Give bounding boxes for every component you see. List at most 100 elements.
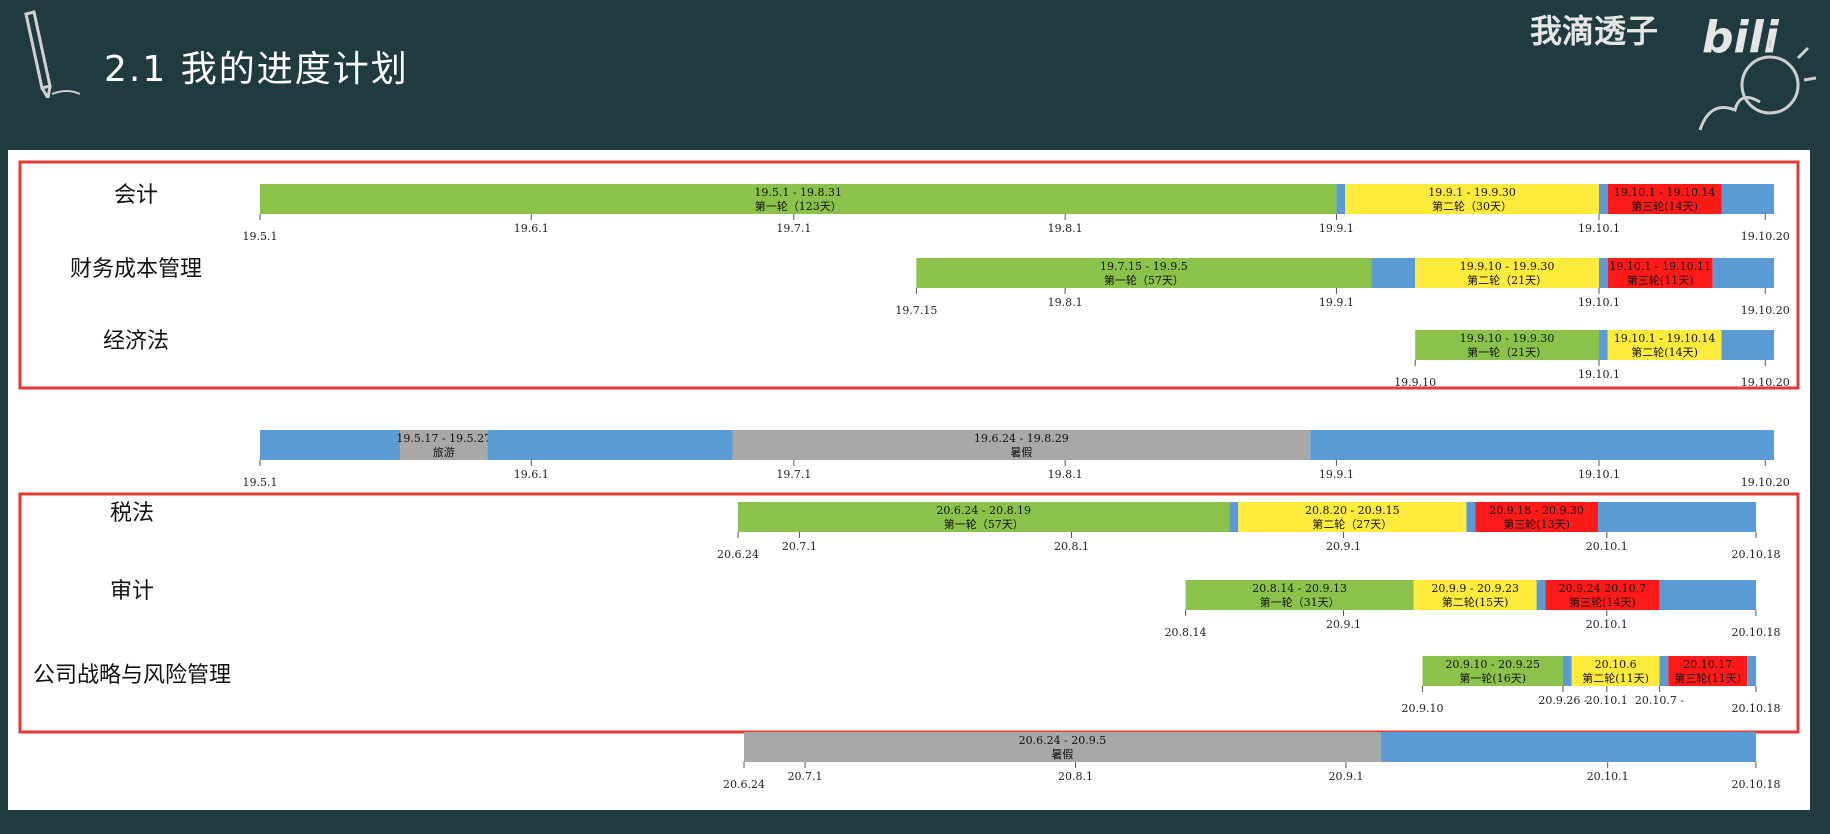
bar-label-0-0-2: 19.9.1 - 19.9.30 bbox=[1428, 186, 1516, 199]
axis-tick-label-2-2-4: 20.10.18 bbox=[1732, 702, 1781, 715]
bar-label-0-1-0: 19.7.15 - 19.9.5 bbox=[1100, 260, 1188, 273]
axis-tick-label-2-1-3: 20.10.18 bbox=[1732, 626, 1781, 639]
bar-sublabel-0-1-2: 第二轮（21天） bbox=[1467, 273, 1547, 287]
bar-label-0-2-2: 19.10.1 - 19.10.14 bbox=[1614, 332, 1716, 345]
axis-tick-label-3-0-3: 20.9.1 bbox=[1328, 770, 1363, 783]
axis-tick-label-2-1-2: 20.10.1 bbox=[1586, 618, 1628, 631]
row-label-2-0: 税法 bbox=[110, 501, 154, 526]
bar-segment-2-1-1 bbox=[1413, 580, 1537, 610]
bar-segment-2-0-0 bbox=[738, 502, 1230, 532]
bar-segment-0-2-1 bbox=[1598, 330, 1608, 360]
bar-segment-2-2-2 bbox=[1571, 656, 1660, 686]
bar-segment-0-1-3 bbox=[1598, 258, 1608, 288]
axis-tick-label-0-1-4: 19.10.20 bbox=[1741, 304, 1790, 317]
bar-segment-2-0-3 bbox=[1466, 502, 1476, 532]
axis-tick-label-1-0-1: 19.6.1 bbox=[514, 468, 549, 481]
axis-tick-label-0-1-0: 19.7.15 bbox=[895, 304, 937, 317]
bar-sublabel-2-1-1: 第二轮(15天) bbox=[1442, 595, 1509, 609]
axis-tick-label-0-1-1: 19.8.1 bbox=[1048, 296, 1083, 309]
axis-tick-label-0-0-0: 19.5.1 bbox=[243, 230, 278, 243]
axis-tick-label-2-2-2: 20.10.1 bbox=[1586, 694, 1628, 707]
bar-segment-3-0-1 bbox=[1380, 732, 1756, 762]
page-title: 2.1 我的进度计划 bbox=[104, 49, 409, 90]
bar-sublabel-0-0-4: 第三轮(14天) bbox=[1631, 199, 1698, 213]
axis-tick-label-0-0-1: 19.6.1 bbox=[514, 222, 549, 235]
axis-tick-label-0-0-2: 19.7.1 bbox=[776, 222, 811, 235]
axis-tick-label-1-0-4: 19.9.1 bbox=[1319, 468, 1354, 481]
bar-segment-0-2-2 bbox=[1607, 330, 1722, 360]
bar-sublabel-1-0-1: 旅游 bbox=[433, 445, 455, 459]
bar-segment-2-2-3 bbox=[1659, 656, 1669, 686]
bar-label-2-2-4: 20.10.17 bbox=[1683, 658, 1732, 671]
bar-segment-0-2-3 bbox=[1721, 330, 1774, 360]
bar-segment-0-0-2 bbox=[1345, 184, 1599, 214]
bilibili-logo: bili bbox=[1702, 0, 1830, 81]
bar-sublabel-2-0-0: 第一轮（57天） bbox=[944, 517, 1024, 531]
bar-sublabel-0-0-2: 第二轮（30天） bbox=[1432, 199, 1512, 213]
bar-sublabel-3-0-0: 暑假 bbox=[1051, 747, 1073, 761]
bar-label-2-0-2: 20.8.20 - 20.9.15 bbox=[1305, 504, 1400, 517]
bar-segment-0-0-0 bbox=[260, 184, 1337, 214]
axis-tick-label-0-1-3: 19.10.1 bbox=[1578, 296, 1620, 309]
axis-tick-label-2-1-1: 20.9.1 bbox=[1326, 618, 1361, 631]
bar-segment-1-0-4 bbox=[1310, 430, 1774, 460]
bar-segment-1-0-0 bbox=[260, 430, 401, 460]
bar-segment-2-2-4 bbox=[1668, 656, 1748, 686]
bar-label-0-2-0: 19.9.10 - 19.9.30 bbox=[1460, 332, 1555, 345]
bar-label-2-2-0: 20.9.10 - 20.9.25 bbox=[1445, 658, 1540, 671]
bar-segment-2-0-2 bbox=[1238, 502, 1467, 532]
axis-tick-label-1-0-2: 19.7.1 bbox=[776, 468, 811, 481]
bar-label-2-0-0: 20.6.24 - 20.8.19 bbox=[936, 504, 1031, 517]
group-frame-0 bbox=[18, 160, 1800, 390]
axis-tick-label-0-0-4: 19.9.1 bbox=[1319, 222, 1354, 235]
bar-segment-0-1-2 bbox=[1415, 258, 1599, 288]
bar-sublabel-0-1-0: 第一轮（57天） bbox=[1104, 273, 1184, 287]
bar-segment-0-0-1 bbox=[1336, 184, 1346, 214]
axis-tick-label-0-2-1: 19.10.1 bbox=[1578, 368, 1620, 381]
axis-tick-label-1-0-6: 19.10.20 bbox=[1741, 476, 1790, 489]
axis-tick-label-0-0-3: 19.8.1 bbox=[1048, 222, 1083, 235]
schedule-panel: 会计 19.5.1 - 19.8.31 第一轮（123天） 19.9.1 - 19.9… bbox=[8, 150, 1810, 810]
axis-tick-label-2-1-0: 20.8.14 bbox=[1165, 626, 1207, 639]
bar-sublabel-2-0-2: 第二轮（27天） bbox=[1312, 517, 1392, 531]
bar-sublabel-2-1-3: 第三轮(14天) bbox=[1569, 595, 1636, 609]
bar-label-3-0-0: 20.6.24 - 20.9.5 bbox=[1019, 734, 1107, 747]
bar-segment-1-0-1 bbox=[400, 430, 488, 460]
axis-tick-label-1-0-5: 19.10.1 bbox=[1578, 468, 1620, 481]
bar-sublabel-0-0-0: 第一轮（123天） bbox=[755, 199, 842, 213]
bar-label-0-1-4: 19.10.1 - 19.10.11 bbox=[1609, 260, 1711, 273]
row-label-2-2: 公司战略与风险管理 bbox=[33, 663, 231, 688]
axis-tick-label-0-2-0: 19.9.10 bbox=[1394, 376, 1436, 389]
bar-label-2-2-2: 20.10.6 bbox=[1595, 658, 1637, 671]
axis-tick-label-0-0-5: 19.10.1 bbox=[1578, 222, 1620, 235]
axis-tick-label-2-2-0: 20.9.10 bbox=[1402, 702, 1444, 715]
bar-label-2-1-3: 20.9.24 20.10.7 bbox=[1559, 582, 1646, 595]
bar-sublabel-0-2-2: 第二轮(14天) bbox=[1631, 345, 1698, 359]
bar-sublabel-1-0-3: 暑假 bbox=[1010, 445, 1032, 459]
watermark-text: 我滴透子 bbox=[1530, 12, 1659, 50]
axis-tick-label-1-0-3: 19.8.1 bbox=[1048, 468, 1083, 481]
bar-sublabel-2-2-0: 第一轮(16天) bbox=[1459, 671, 1526, 685]
bar-segment-0-0-5 bbox=[1721, 184, 1774, 214]
bar-sublabel-0-2-0: 第一轮（21天） bbox=[1467, 345, 1547, 359]
axis-tick-label-2-0-3: 20.9.1 bbox=[1326, 540, 1361, 553]
bar-segment-1-0-3 bbox=[732, 430, 1311, 460]
axis-tick-label-3-0-4: 20.10.1 bbox=[1587, 770, 1629, 783]
row-label-0-2: 经济法 bbox=[103, 329, 169, 354]
axis-tick-label-0-0-6: 19.10.20 bbox=[1741, 230, 1790, 243]
axis-tick-label-2-0-5: 20.10.18 bbox=[1732, 548, 1781, 561]
bar-label-1-0-3: 19.6.24 - 19.8.29 bbox=[974, 432, 1069, 445]
bar-sublabel-2-0-4: 第三轮(13天) bbox=[1503, 517, 1570, 531]
axis-tick-label-2-0-2: 20.8.1 bbox=[1054, 540, 1089, 553]
axis-tick-label-3-0-5: 20.10.18 bbox=[1732, 778, 1781, 791]
bar-segment-0-1-1 bbox=[1371, 258, 1416, 288]
bar-segment-2-2-1 bbox=[1562, 656, 1572, 686]
bar-segment-0-2-0 bbox=[1415, 330, 1599, 360]
bar-label-2-1-1: 20.9.9 - 20.9.23 bbox=[1431, 582, 1519, 595]
axis-tick-label-2-2-3: 20.10.7 - bbox=[1635, 694, 1684, 707]
bar-segment-2-1-3 bbox=[1545, 580, 1660, 610]
bar-segment-2-2-5 bbox=[1747, 656, 1756, 686]
row-label-0-0: 会计 bbox=[114, 183, 158, 208]
row-label-0-1: 财务成本管理 bbox=[70, 257, 202, 282]
